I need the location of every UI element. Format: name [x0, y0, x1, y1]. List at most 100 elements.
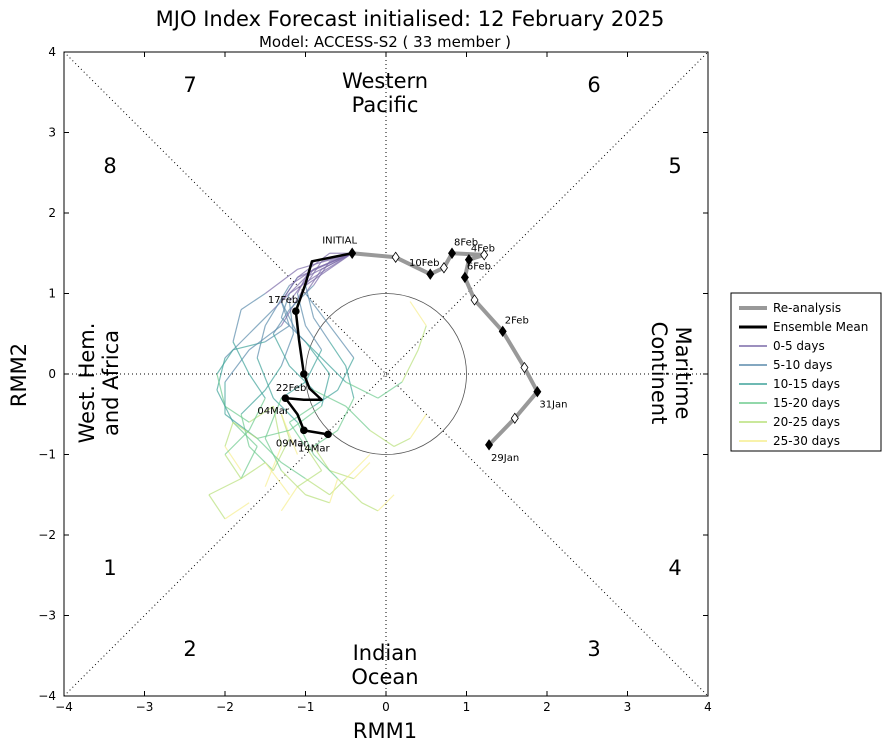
reanalysis-marker — [439, 262, 448, 274]
ensemble-member-segment — [248, 373, 266, 399]
ensemble-member-segment — [232, 341, 250, 375]
reanalysis-marker — [510, 412, 519, 424]
ensemble-member-segment — [313, 252, 353, 278]
region-right-line2: Continent — [647, 322, 671, 425]
y-tick-label: −2 — [38, 528, 56, 542]
region-left-line2: and Africa — [99, 330, 123, 436]
ensemble-member-segment — [216, 373, 226, 407]
phase-label-7: 7 — [183, 73, 196, 97]
reanalysis-date-label: 29Jan — [491, 453, 519, 464]
ensemble-member-segment — [297, 470, 322, 488]
ensemble-member-segment — [240, 462, 266, 480]
region-top-line1: Western — [342, 69, 428, 93]
region-top-line2: Pacific — [352, 93, 419, 117]
ensemble-member-segment — [321, 357, 347, 383]
reanalysis-date-label: 8Feb — [454, 237, 478, 248]
legend-label: 15-20 days — [773, 396, 840, 410]
ensemble-member-segment — [409, 301, 427, 327]
reanalysis-marker — [464, 253, 473, 266]
ensemble-member-segment — [369, 429, 395, 447]
reanalysis-marker — [391, 251, 400, 263]
ensemble-member-segment — [305, 293, 331, 327]
ensemble-member-segment — [304, 349, 323, 383]
ensemble-member-segment — [305, 446, 323, 471]
y-tick-label: 3 — [48, 126, 56, 140]
ensemble-member-segment — [313, 454, 339, 480]
ensemble-member-segment — [329, 325, 355, 359]
x-tick-label: −4 — [55, 700, 73, 714]
initial-marker — [348, 248, 356, 259]
reanalysis-marker — [460, 271, 469, 284]
region-right-line1: Maritime — [671, 327, 695, 420]
y-axis-label: RMM2 — [7, 343, 31, 407]
reanalysis-marker — [498, 325, 507, 338]
ensemble-mean-date-label: 14Mar — [298, 443, 330, 454]
y-tick-label: 1 — [48, 287, 56, 301]
ensemble-mean-date-label: 04Mar — [257, 406, 289, 417]
ensemble-member-segment — [256, 437, 282, 463]
ensemble-member-segment — [289, 405, 314, 423]
ensemble-member-segment — [240, 293, 266, 311]
reanalysis-date-label: 10Feb — [409, 258, 439, 269]
ensemble-mean-date-label: INITIAL — [322, 235, 357, 246]
x-tick-label: 1 — [463, 700, 471, 714]
y-tick-label: −1 — [38, 448, 56, 462]
ensemble-member-segment — [248, 446, 274, 472]
phase-label-8: 8 — [103, 154, 116, 178]
region-left-line1: West. Hem. — [75, 323, 99, 444]
ensemble-member-segment — [256, 325, 266, 359]
ensemble-member-segment — [248, 405, 274, 423]
x-tick-label: 3 — [624, 700, 632, 714]
ensemble-member-segment — [305, 325, 323, 351]
ensemble-member-segment — [296, 422, 315, 455]
ensemble-member-segment — [305, 494, 330, 504]
ensemble-member-segment — [224, 422, 234, 447]
ensemble-member-segment — [280, 293, 290, 318]
ensemble-member-segment — [280, 317, 306, 343]
ensemble-member-segment — [240, 389, 266, 415]
reanalysis-marker — [426, 268, 435, 280]
ensemble-mean-line — [284, 252, 353, 436]
reanalysis-marker — [533, 386, 542, 398]
ensemble-member-segment — [248, 309, 274, 335]
ensemble-member-segment — [264, 325, 290, 343]
reanalysis-marker — [448, 247, 456, 259]
ensemble-member-segment — [280, 301, 290, 326]
x-tick-label: 2 — [543, 700, 551, 714]
reanalysis-marker — [520, 361, 529, 374]
ensemble-member-segment — [377, 381, 403, 399]
ensemble-member-segment — [232, 309, 242, 342]
ensemble-member-segment — [337, 357, 355, 391]
ensemble-member-segment — [264, 268, 298, 294]
y-tick-label: −3 — [38, 609, 56, 623]
ensemble-member-segment — [313, 389, 347, 407]
region-label-right: Maritime Continent — [647, 322, 695, 425]
ensemble-member-segment — [361, 502, 379, 512]
ensemble-member-segment — [417, 325, 427, 351]
ensemble-member-segment — [401, 349, 419, 383]
ensemble-member-segment — [224, 405, 250, 423]
ensemble-member-segment — [313, 317, 331, 343]
ensemble-member-segment — [313, 446, 331, 471]
ensemble-member-segment — [377, 494, 395, 512]
ensemble-member-segment — [296, 293, 307, 326]
ensemble-member-segment — [329, 341, 347, 367]
ensemble-member-segment — [272, 406, 282, 447]
ensemble-mean-marker — [300, 426, 308, 435]
y-tick-label: −4 — [38, 689, 56, 703]
ensemble-member-segment — [313, 429, 339, 447]
reanalysis-date-label: 31Jan — [539, 400, 567, 411]
legend-frame — [730, 292, 882, 452]
region-label-top: Western Pacific — [342, 69, 428, 117]
legend-label: 0-5 days — [773, 339, 825, 353]
ensemble-member-segment — [353, 462, 371, 480]
legend-label: Re-analysis — [773, 301, 841, 315]
phase-label-5: 5 — [668, 154, 681, 178]
ensemble-member-segment — [272, 333, 290, 367]
x-axis-label: RMM1 — [353, 719, 417, 743]
ensemble-member-segment — [345, 454, 371, 480]
ensemble-member-segment — [345, 381, 379, 399]
phase-label-3: 3 — [587, 637, 600, 661]
ensemble-member-segment — [329, 478, 347, 496]
